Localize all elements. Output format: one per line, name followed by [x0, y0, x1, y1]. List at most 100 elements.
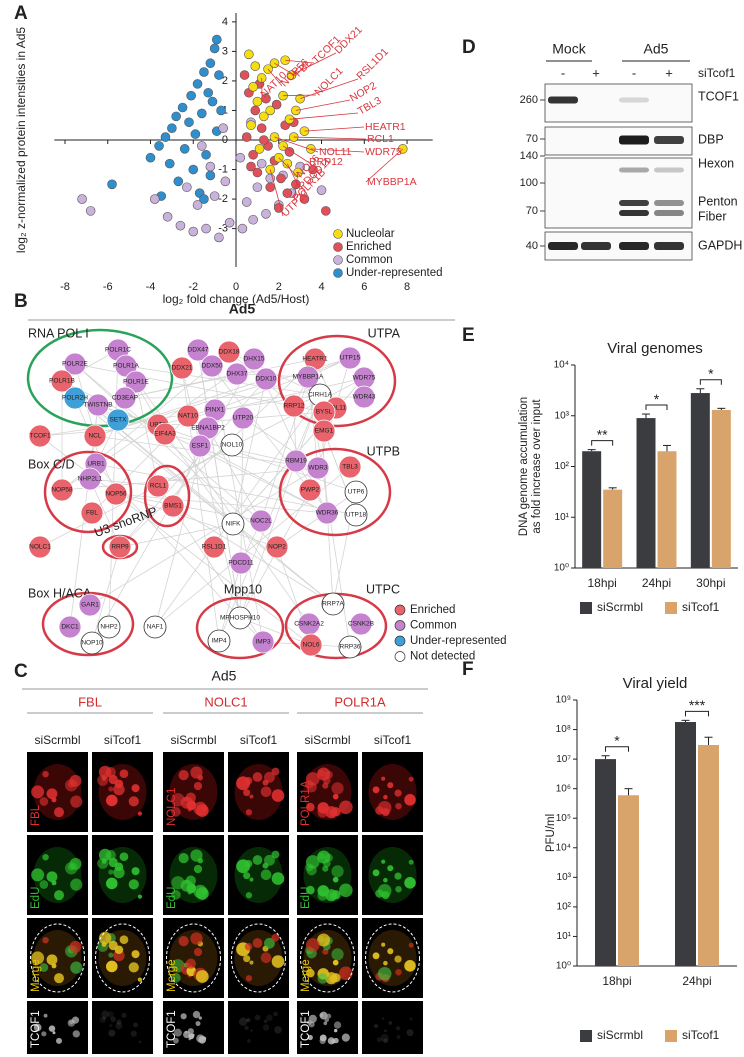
signal-spot — [46, 871, 58, 883]
signal-spot — [188, 1033, 195, 1040]
data-point — [276, 173, 286, 184]
y-tick-label: 10⁸ — [556, 724, 571, 735]
network-node — [186, 338, 210, 362]
signal-spot — [187, 1028, 194, 1035]
leader-line — [274, 136, 319, 153]
signal-spot — [42, 770, 49, 778]
point-label: NOL11 — [319, 146, 352, 158]
signal-spot — [249, 960, 254, 965]
signal-spot — [404, 794, 416, 806]
signal-spot — [245, 892, 253, 899]
complex-outline — [277, 334, 397, 428]
point-label: MYBBP1A — [367, 176, 417, 188]
signal-spot — [381, 942, 386, 947]
complex-outline — [195, 596, 285, 660]
condition-label: siTcof1 — [374, 733, 412, 747]
network-node — [202, 535, 226, 559]
signal-spot — [339, 800, 353, 815]
data-point — [214, 70, 224, 80]
node-label: ESF1 — [192, 443, 209, 450]
bar — [711, 409, 731, 568]
leader-line — [365, 148, 404, 183]
network-node — [200, 354, 224, 378]
signal-spot — [70, 795, 83, 808]
network-node — [176, 404, 200, 428]
signal-spot — [252, 938, 263, 948]
signal-spot — [333, 1028, 338, 1033]
node-label: TCOF1 — [29, 433, 51, 440]
network-node — [78, 467, 102, 491]
channel-label: Merge — [166, 959, 178, 992]
signal-spot — [190, 849, 203, 862]
data-point — [186, 90, 196, 101]
legend-label: Not detected — [410, 651, 475, 663]
leader-line — [304, 126, 365, 132]
point-label: HEATR1 — [365, 121, 406, 133]
point-label: WDR75 — [365, 146, 402, 158]
node-label: RRP7A — [322, 601, 344, 608]
bar — [636, 418, 656, 568]
network-node — [28, 535, 52, 559]
significance-label: * — [654, 391, 660, 407]
node-label: NOL10 — [222, 442, 243, 449]
data-point — [261, 209, 271, 219]
data-point — [162, 211, 173, 222]
signal-spot — [107, 1011, 114, 1018]
node-label: DHX15 — [244, 356, 265, 363]
signal-spot — [395, 1026, 401, 1031]
node-label: WDR43 — [353, 394, 376, 401]
signal-spot — [383, 1038, 389, 1044]
network-node — [352, 385, 376, 409]
network-node — [63, 352, 87, 376]
bar — [595, 759, 616, 966]
network-node — [170, 356, 194, 380]
bar — [675, 722, 696, 966]
signal-spot — [249, 794, 254, 799]
signal-spot — [317, 850, 331, 864]
network-node — [231, 406, 255, 430]
x-tick-label: 4 — [318, 281, 324, 293]
network-node — [58, 615, 82, 639]
blot-band — [619, 167, 649, 173]
complex-outline — [143, 464, 191, 528]
node-label: RSL1D1 — [202, 544, 227, 551]
signal-spot — [326, 1013, 332, 1019]
signal-spot — [372, 952, 380, 960]
signal-spot — [101, 776, 107, 781]
legend-marker — [394, 620, 406, 631]
signal-spot — [305, 772, 320, 786]
signal-spot — [69, 857, 82, 870]
signal-spot — [387, 865, 394, 872]
signal-spot — [245, 975, 253, 982]
data-point — [259, 135, 269, 145]
protein-label: Hexon — [698, 156, 734, 170]
y-tick-label: 10² — [557, 902, 572, 913]
node-label: NHP2L1 — [78, 476, 103, 483]
data-point — [85, 206, 96, 216]
y-tick-label: -2 — [218, 193, 228, 205]
node-label: RRP36 — [340, 644, 361, 651]
node-label: DDX10 — [256, 376, 277, 383]
signal-spot — [46, 954, 58, 966]
legend-marker — [333, 229, 343, 239]
node-label: IMP3 — [255, 639, 271, 646]
legend-label: siScrmbl — [597, 600, 643, 614]
signal-spot — [317, 890, 328, 901]
signal-spot — [71, 1016, 80, 1024]
target-label: NOLC1 — [204, 694, 247, 709]
node-label: NAT10 — [178, 413, 198, 420]
network-node — [344, 503, 368, 527]
signal-spot — [395, 885, 402, 893]
y-tick-label: 10⁴ — [556, 842, 571, 853]
node-label: NOC2L — [250, 518, 272, 525]
data-point — [199, 67, 209, 77]
signal-spot — [128, 962, 139, 973]
signal-spot — [185, 958, 196, 969]
channel-label: NOLC1 — [166, 788, 178, 826]
data-point — [254, 144, 265, 154]
data-point — [205, 170, 216, 181]
signal-spot — [131, 784, 140, 793]
data-point — [164, 158, 175, 169]
node-label: MYBBP1A — [293, 374, 324, 381]
